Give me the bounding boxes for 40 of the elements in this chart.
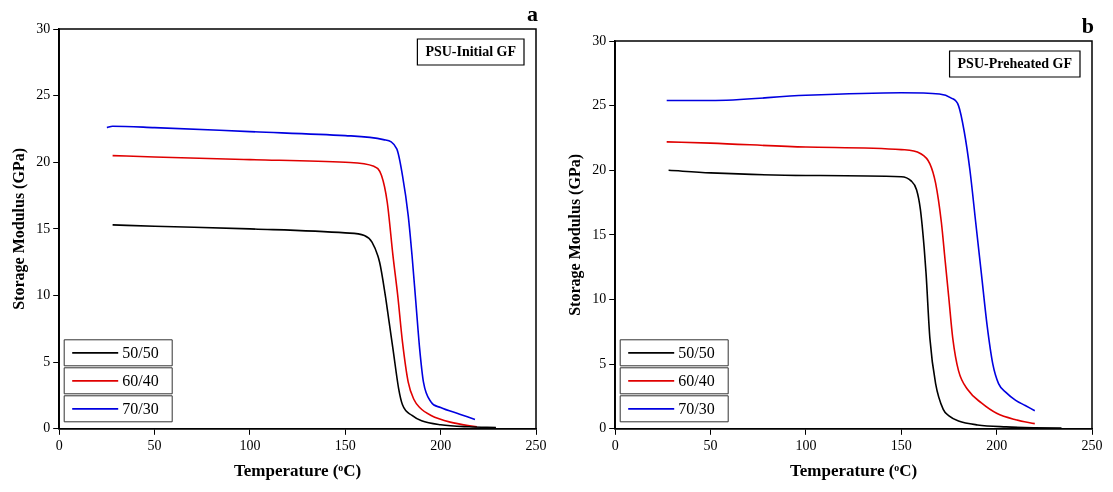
y-tick-label: 15 (36, 220, 51, 236)
y-tick-label: 30 (592, 32, 607, 48)
x-tick-label: 0 (55, 437, 63, 453)
x-tick-label: 150 (890, 437, 912, 453)
x-tick-label: 250 (1081, 437, 1103, 453)
x-tick-label: 100 (239, 437, 261, 453)
y-tick-label: 0 (43, 420, 51, 436)
x-axis-title: Temperature (ᵒC) (790, 461, 918, 481)
y-tick-label: 20 (36, 153, 51, 169)
y-tick-label: 5 (599, 355, 607, 371)
legend-label: 50/50 (122, 344, 159, 361)
y-tick-label: 25 (592, 97, 607, 113)
legend-label: 60/40 (122, 372, 159, 389)
x-axis-title: Temperature (ᵒC) (234, 461, 362, 481)
y-tick-label: 10 (592, 291, 607, 307)
x-tick-label: 200 (986, 437, 1008, 453)
y-tick-label: 5 (43, 353, 51, 369)
x-tick-label: 50 (703, 437, 718, 453)
y-tick-label: 30 (36, 20, 51, 36)
y-tick-label: 15 (592, 226, 607, 242)
annotation: PSU-Initial GF (425, 43, 517, 59)
legend-label: 60/40 (678, 372, 715, 389)
annotation: PSU-Preheated GF (957, 55, 1073, 71)
y-tick-label: 10 (36, 287, 51, 303)
text: b (1081, 12, 1094, 38)
legend-label: 50/50 (678, 344, 715, 361)
x-tick-label: 0 (611, 437, 619, 453)
y-tick-label: 25 (36, 87, 51, 103)
x-tick-label: 50 (147, 437, 162, 453)
legend-label: 70/30 (122, 400, 159, 417)
text: a (527, 0, 538, 26)
x-tick-label: 100 (795, 437, 817, 453)
x-tick-label: 150 (334, 437, 356, 453)
y-tick-label: 0 (599, 420, 607, 436)
y-tick-label: 20 (592, 161, 607, 177)
y-axis-title: Storage Modulus (GPa) (9, 148, 28, 310)
x-tick-label: 250 (525, 437, 547, 453)
legend-label: 70/30 (678, 400, 715, 417)
x-tick-label: 200 (430, 437, 452, 453)
y-axis-title: Storage Modulus (GPa) (565, 154, 584, 316)
